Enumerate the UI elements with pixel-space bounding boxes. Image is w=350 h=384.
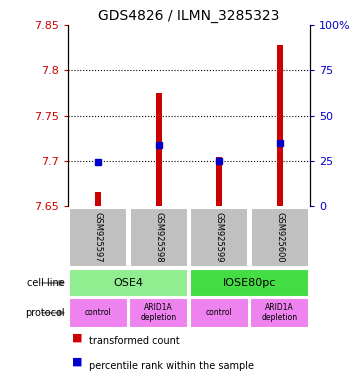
Text: GSM925597: GSM925597	[94, 212, 103, 263]
Bar	[190, 269, 309, 296]
Bar	[190, 208, 248, 267]
Text: protocol: protocol	[25, 308, 65, 318]
Bar	[96, 192, 102, 207]
Text: OSE4: OSE4	[114, 278, 144, 288]
Bar	[129, 298, 188, 328]
Bar	[276, 45, 282, 207]
Text: cell line: cell line	[27, 278, 65, 288]
Text: GSM925600: GSM925600	[275, 212, 284, 263]
Bar	[156, 93, 162, 207]
Bar	[251, 208, 309, 267]
Text: control: control	[206, 308, 232, 317]
Text: percentile rank within the sample: percentile rank within the sample	[89, 361, 254, 371]
Bar	[69, 208, 127, 267]
Bar	[69, 269, 188, 296]
Bar	[250, 298, 309, 328]
Bar	[69, 298, 128, 328]
Text: ARID1A
depletion: ARID1A depletion	[261, 303, 298, 323]
Text: ■: ■	[72, 357, 82, 367]
Text: ■: ■	[72, 332, 82, 342]
Text: control: control	[85, 308, 112, 317]
Bar	[190, 298, 249, 328]
Text: GSM925599: GSM925599	[215, 212, 224, 263]
Text: ARID1A
depletion: ARID1A depletion	[141, 303, 177, 323]
Text: IOSE80pc: IOSE80pc	[223, 278, 276, 288]
Title: GDS4826 / ILMN_3285323: GDS4826 / ILMN_3285323	[98, 8, 280, 23]
Text: GSM925598: GSM925598	[154, 212, 163, 263]
Bar	[130, 208, 188, 267]
Bar	[216, 157, 222, 207]
Text: transformed count: transformed count	[89, 336, 180, 346]
